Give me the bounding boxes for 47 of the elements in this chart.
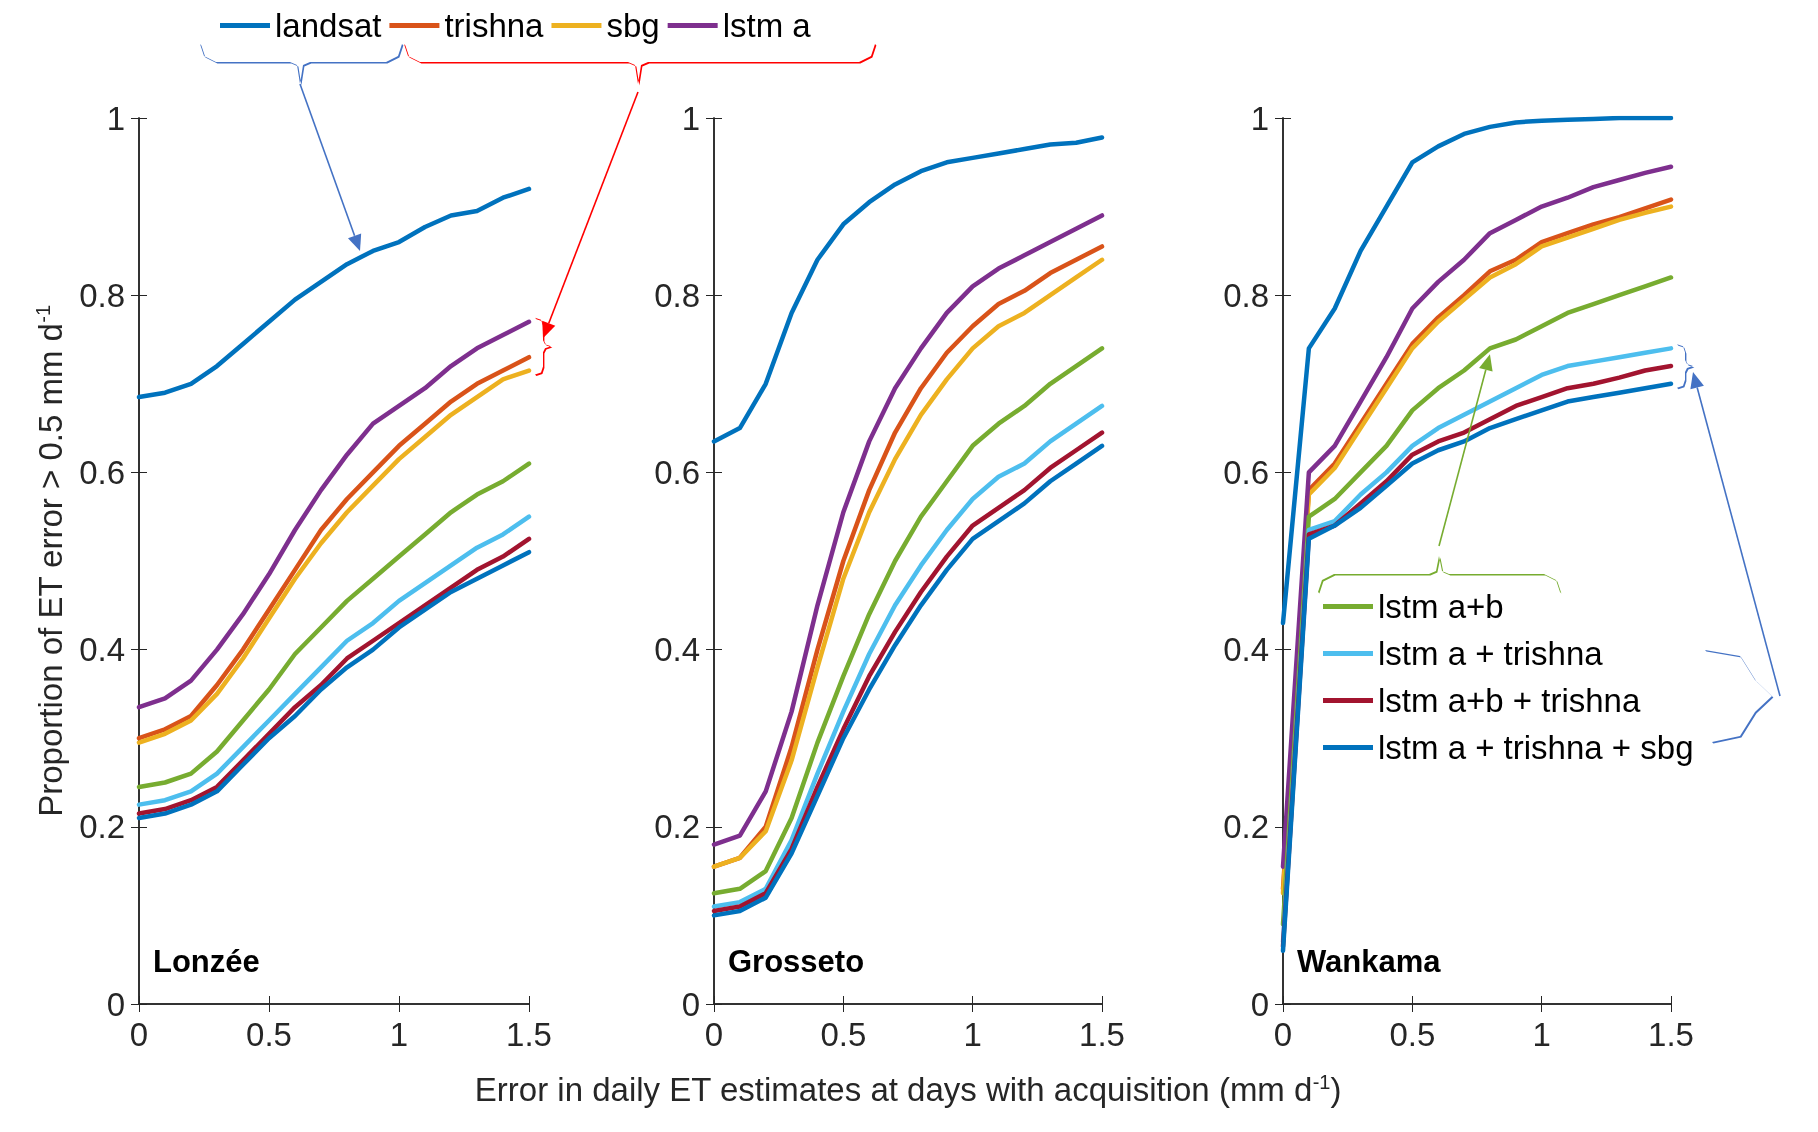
x-tick-label: 1 xyxy=(389,1016,409,1053)
y-tick-label: 0.2 xyxy=(79,808,125,846)
y-tick-label: 0.8 xyxy=(654,276,700,314)
y-tick-label: 1 xyxy=(681,99,700,137)
line-series xyxy=(136,319,532,710)
x-tick-label: 1.5 xyxy=(1648,1016,1694,1053)
y-tick-label: 0 xyxy=(681,985,700,1023)
x-tick-label: 1.5 xyxy=(506,1016,552,1053)
y-tick-label: 0.4 xyxy=(654,631,700,669)
x-tick-label: 0.5 xyxy=(820,1016,867,1053)
legend-label: lstm a+b xyxy=(1378,588,1504,625)
legend-label: sbg xyxy=(606,7,660,44)
y-tick-label: 0.6 xyxy=(1223,453,1269,491)
y-tick-label: 0.4 xyxy=(1223,631,1269,669)
y-tick-label: 0.2 xyxy=(1223,808,1269,846)
y-tick-label: 0.6 xyxy=(654,453,700,491)
y-tick-label: 1 xyxy=(106,99,125,137)
x-tick-label: 0 xyxy=(1273,1016,1293,1053)
legend-label: lstm a + trishna xyxy=(1378,635,1604,672)
x-tick-label: 0 xyxy=(129,1016,149,1053)
legend-label: trishna xyxy=(444,7,545,44)
legend-label: landsat xyxy=(275,7,382,44)
y-tick-label: 1 xyxy=(1250,99,1269,137)
line-series xyxy=(711,135,1105,444)
line-series xyxy=(1280,115,1674,626)
y-tick-label: 0 xyxy=(1250,985,1269,1023)
x-tick-label: 1.5 xyxy=(1079,1016,1125,1053)
legend-label: lstm a+b + trishna xyxy=(1378,682,1641,719)
line-series xyxy=(136,461,532,790)
x-tick-label: 0.5 xyxy=(246,1016,292,1053)
line-series xyxy=(136,186,532,400)
annotation: Lonzée xyxy=(153,944,260,979)
y-tick-label: 0.8 xyxy=(79,276,125,314)
x-tick-label: 0.5 xyxy=(1389,1016,1436,1053)
annotation: Wankama xyxy=(1297,944,1442,979)
legend-label: lstm a + trishna + sbg xyxy=(1378,729,1694,766)
legend-label: lstm a xyxy=(722,7,812,44)
y-tick-label: 0 xyxy=(106,985,125,1023)
y-tick-label: 0.8 xyxy=(1223,276,1269,314)
annotation: Grosseto xyxy=(728,944,865,979)
y-tick-label: 0.2 xyxy=(654,808,700,846)
x-tick-label: 0 xyxy=(704,1016,724,1053)
y-tick-label: 0.6 xyxy=(79,453,125,491)
y-tick-label: 0.4 xyxy=(79,631,125,669)
x-tick-label: 1 xyxy=(1532,1016,1551,1053)
y-axis-title: Proportion of ET error > 0.5 mm d-1 xyxy=(31,304,69,817)
x-tick-label: 1 xyxy=(963,1016,982,1053)
